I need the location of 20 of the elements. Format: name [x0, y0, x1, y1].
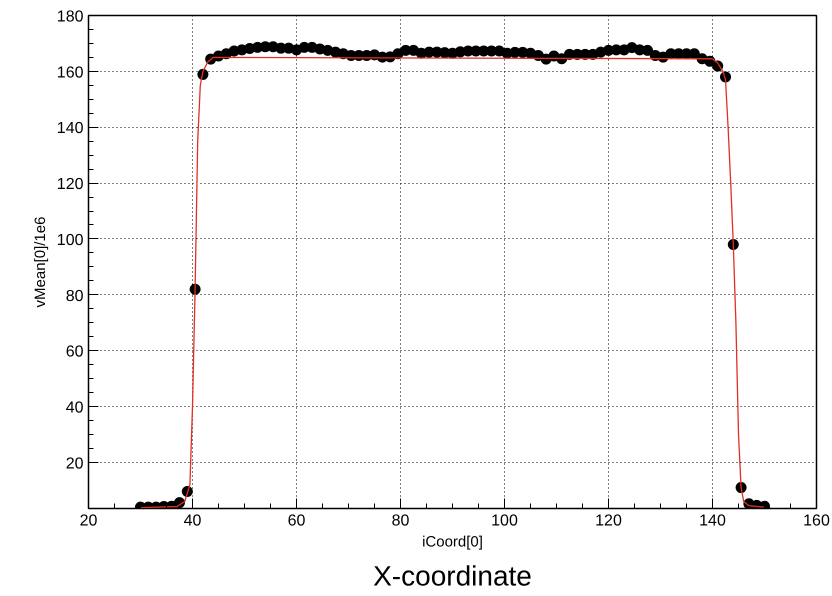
x-tick-label: 40: [184, 512, 202, 530]
x-tick-label: 140: [699, 512, 726, 530]
x-tick-label: 160: [803, 512, 830, 530]
y-tick-label: 100: [56, 232, 84, 249]
x-tick-label: 100: [491, 512, 518, 530]
y-tick-label: 140: [56, 120, 84, 138]
y-tick-label: 160: [56, 64, 84, 82]
x-tick-label: 120: [595, 512, 622, 530]
x-axis-title: iCoord[0]: [422, 534, 483, 550]
y-tick-label: 180: [56, 8, 84, 26]
y-tick-label: 80: [66, 288, 84, 305]
y-tick-label: 120: [56, 176, 84, 194]
x-tick-label: 60: [288, 512, 306, 530]
y-tick-label: 40: [66, 400, 84, 417]
y-tick-label: 20: [66, 455, 84, 472]
y-tick-label: 60: [66, 344, 84, 361]
x-tick-label: 20: [80, 512, 98, 530]
x-tick-label: 80: [392, 512, 410, 530]
y-axis-title: vMean[0]/1e6: [32, 216, 49, 308]
text: X-coordinate: [373, 560, 532, 592]
